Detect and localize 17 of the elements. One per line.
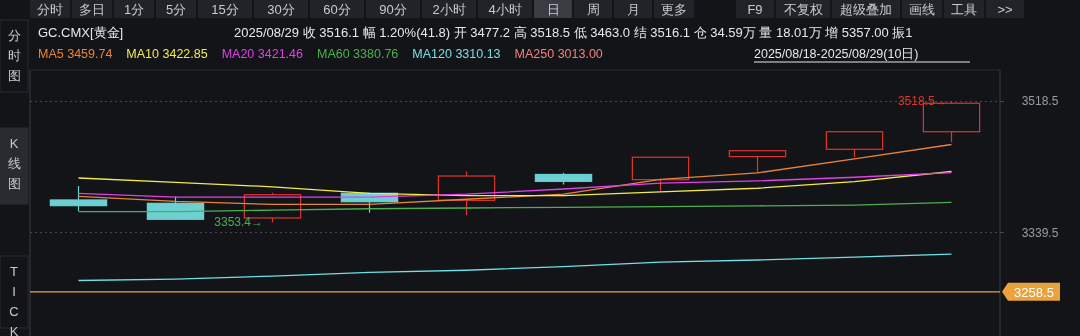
text: MA10 3422.85 <box>126 47 208 61</box>
text: MA20 3421.46 <box>221 47 304 61</box>
annotation: 3353.4→ <box>214 215 263 230</box>
text: MA5 3459.74 <box>38 47 113 61</box>
line-series <box>77 201 953 213</box>
line-series <box>77 253 953 282</box>
text: MA250 3013.00 <box>514 47 603 61</box>
text: 2025/08/18-2025/08/29(10日) <box>754 47 919 61</box>
chart-title: GC.CMX[黄金] <box>38 25 124 40</box>
annotation: 3518.5→ <box>897 94 947 109</box>
y-tick-label: 3518.5 <box>1021 94 1059 109</box>
text: MA60 3380.76 <box>316 47 399 61</box>
ref-line-label: 3258.5 <box>1014 284 1054 300</box>
line-series <box>77 143 953 205</box>
chart-subtitle: 2025/08/29 收 3516.1 幅 1.20%(41.8) 开 3477.2 高 3518.5 低 3463.0 结 3516.1 仓 34.59万 量 18.01万 增 5357.00 振1 <box>234 25 913 40</box>
text: MA120 3310.13 <box>412 47 501 61</box>
y-tick-label: 3339.5 <box>1021 225 1059 240</box>
